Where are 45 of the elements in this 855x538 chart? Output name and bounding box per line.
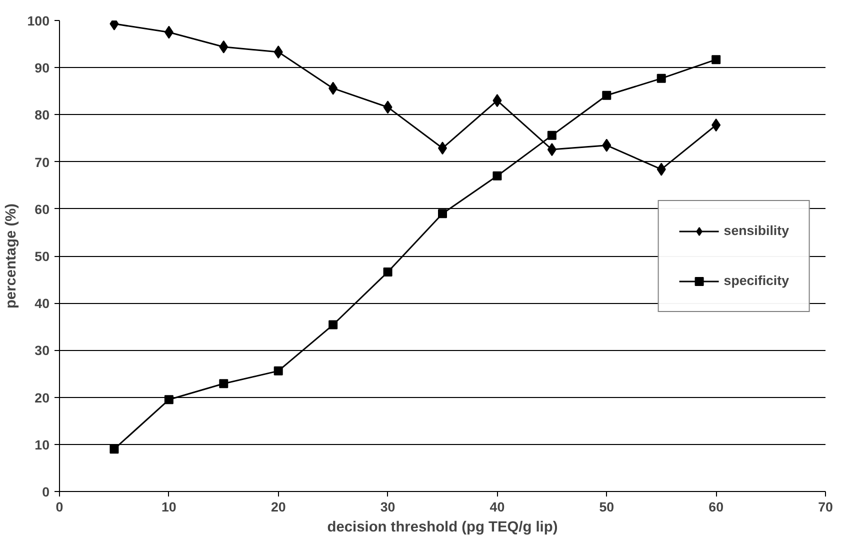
point — [547, 143, 556, 156]
x-axis-title: decision threshold (pg TEQ/g lip) — [327, 520, 558, 536]
point — [547, 130, 556, 140]
y-tick-label: 60 — [34, 202, 50, 217]
x-tick-label: 50 — [599, 500, 614, 514]
y-tick-label: 30 — [34, 343, 50, 358]
point — [492, 171, 502, 180]
point — [383, 268, 392, 277]
x-tick-label: 30 — [380, 500, 396, 514]
x-tick-label: 10 — [162, 500, 176, 514]
point — [602, 90, 612, 100]
point — [110, 444, 119, 454]
point — [328, 82, 338, 95]
point — [712, 55, 721, 64]
point — [219, 40, 228, 54]
point — [219, 379, 228, 388]
point — [656, 74, 666, 83]
y-tick-label: 100 — [27, 14, 50, 28]
point — [274, 46, 283, 59]
point — [656, 162, 666, 176]
point — [164, 395, 174, 404]
y-tick-label: 70 — [34, 154, 50, 170]
legend-label: sensibility — [724, 223, 789, 238]
point — [164, 26, 174, 39]
y-tick-label: 40 — [34, 296, 50, 312]
point — [274, 366, 283, 376]
x-tick-label: 60 — [708, 500, 724, 514]
point — [438, 209, 447, 218]
point — [492, 94, 502, 108]
y-tick-label: 0 — [42, 484, 50, 500]
y-tick-label: 20 — [34, 390, 50, 406]
point — [602, 138, 612, 152]
y-tick-label: 80 — [34, 108, 50, 123]
x-tick-label: 0 — [56, 500, 64, 514]
point — [712, 118, 721, 132]
point — [383, 100, 392, 114]
x-tick-label: 70 — [818, 500, 833, 514]
y-tick-label: 10 — [34, 437, 50, 452]
x-tick-label: 40 — [490, 500, 505, 514]
x-tick-label: 20 — [270, 500, 286, 514]
y-tick-label: 50 — [34, 249, 50, 264]
point — [328, 320, 338, 330]
y-axis-title: percentage (%) — [3, 203, 20, 309]
y-tick-label: 90 — [34, 60, 50, 76]
legend-label: specificity — [724, 273, 789, 288]
